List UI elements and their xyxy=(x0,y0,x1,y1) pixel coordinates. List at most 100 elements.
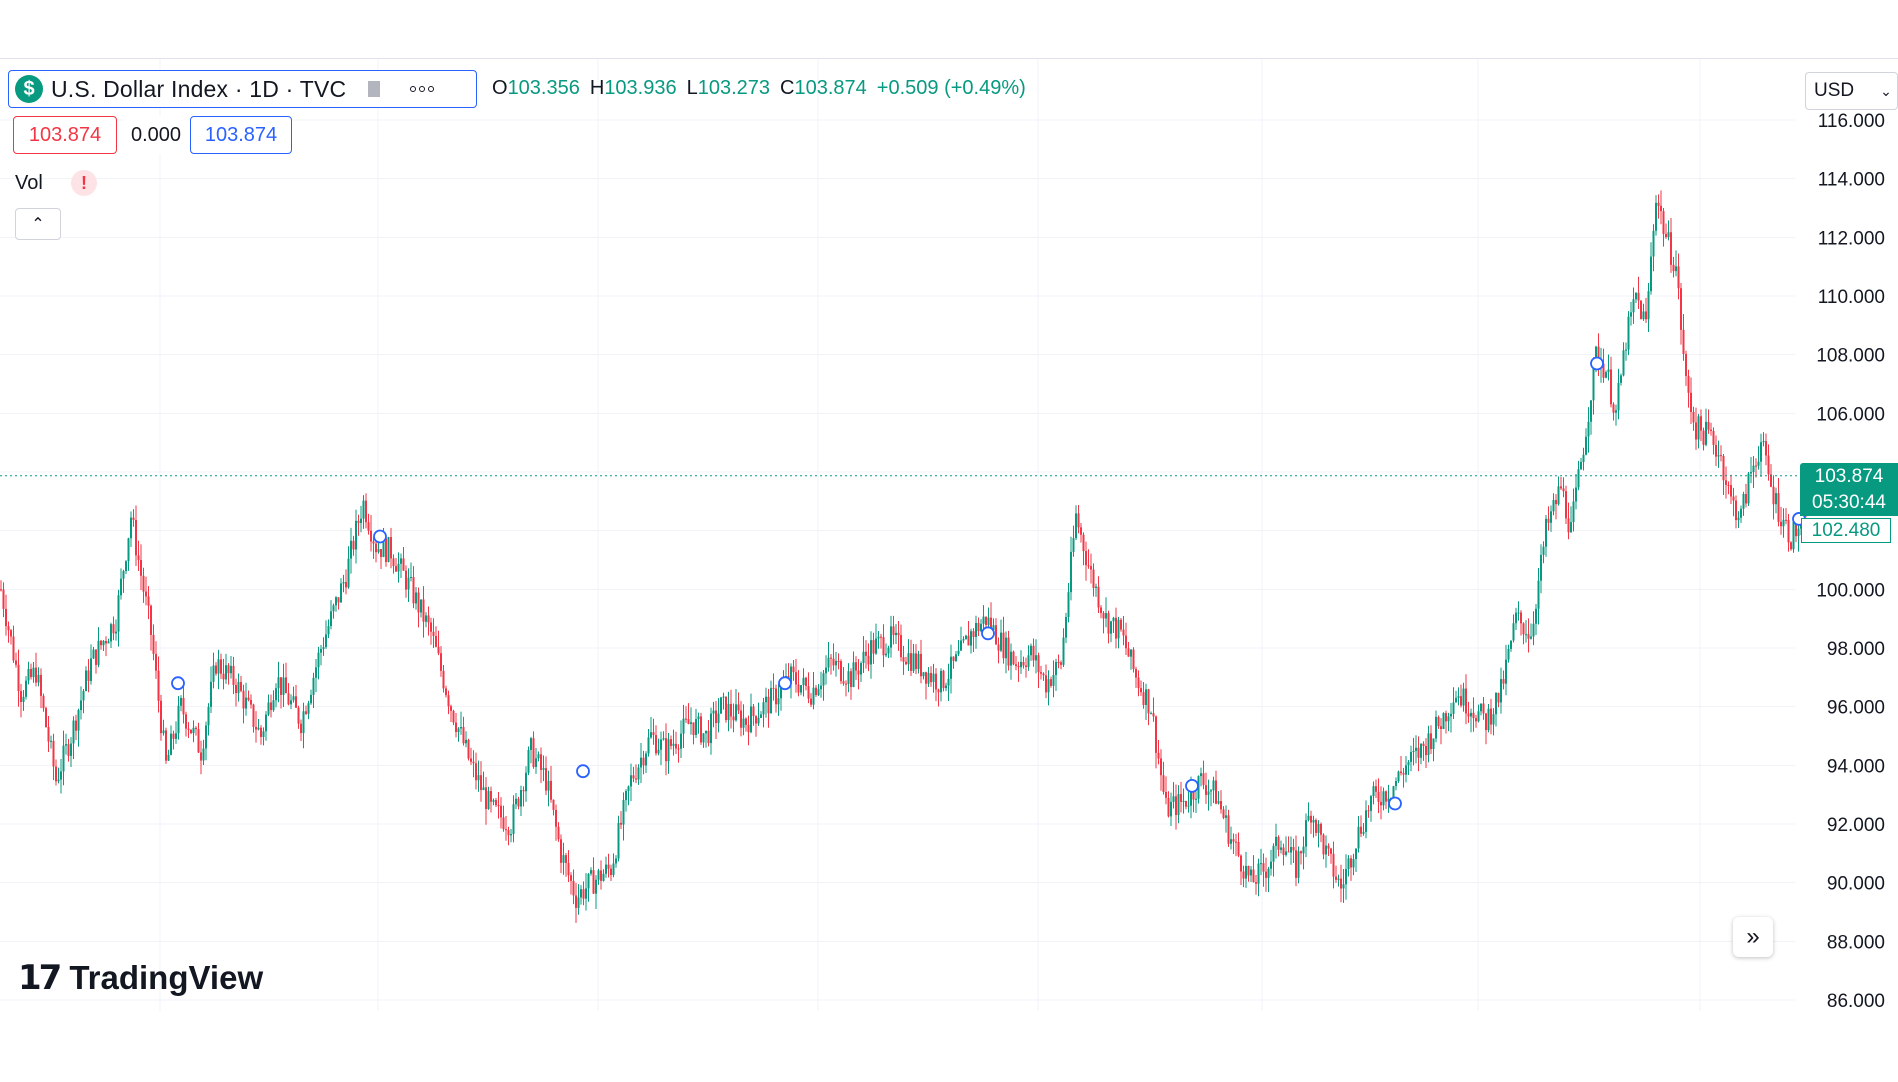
candle-body xyxy=(1612,404,1615,413)
candle-body xyxy=(1022,661,1025,666)
candle-body xyxy=(850,671,852,688)
candle-body xyxy=(980,623,982,632)
candle-body xyxy=(1767,455,1770,475)
symbol-legend[interactable]: $ U.S. Dollar Index · 1D · TVC xyxy=(8,70,477,108)
candle-body xyxy=(602,873,605,881)
tradingview-logo[interactable]: 17 TradingView xyxy=(18,958,263,998)
warning-icon[interactable]: ! xyxy=(71,170,97,196)
candle-body xyxy=(1137,677,1140,689)
candle-body xyxy=(1185,800,1187,807)
candle-body xyxy=(1685,353,1687,376)
candle-body xyxy=(240,682,242,691)
candle-body xyxy=(1372,786,1375,797)
candle-body xyxy=(1592,361,1595,401)
candle-body xyxy=(1352,859,1355,868)
candle-body xyxy=(1762,441,1765,443)
close-value: 103.874 xyxy=(794,77,867,99)
y-tick-label: 116.000 xyxy=(1818,111,1885,132)
candle-body xyxy=(987,617,990,625)
candle-body xyxy=(475,763,477,781)
candle-body xyxy=(1695,422,1697,440)
candle-body xyxy=(0,589,2,591)
candle-body xyxy=(1380,801,1382,806)
candle-body xyxy=(1050,679,1052,686)
symbol-title[interactable]: U.S. Dollar Index · 1D · TVC xyxy=(51,75,347,102)
candle-body xyxy=(7,626,10,631)
candle-body xyxy=(267,702,270,715)
candle-body xyxy=(1590,400,1592,422)
high-value: 103.936 xyxy=(604,77,677,99)
candle-body xyxy=(1370,796,1372,811)
volume-indicator-label[interactable]: Vol xyxy=(15,172,43,194)
candle-body xyxy=(1795,521,1797,537)
scroll-to-realtime-button[interactable]: » xyxy=(1733,917,1773,957)
candle-body xyxy=(1177,794,1180,815)
candle-body xyxy=(555,809,557,827)
candle-body xyxy=(622,800,625,825)
candle-body xyxy=(1312,819,1315,823)
sell-price-button[interactable]: 103.874 xyxy=(13,116,117,154)
candle-body xyxy=(150,605,152,635)
candle-body xyxy=(12,636,15,661)
candle-body xyxy=(1700,416,1702,431)
candle-body xyxy=(777,698,780,705)
candle-body xyxy=(652,732,655,736)
candle-body xyxy=(695,719,697,736)
candlestick-chart[interactable]: 86.000 88.000 90.000 92.000 94.000 96.000 98.0… xyxy=(0,59,1898,1011)
candle-body xyxy=(405,570,407,590)
candle-body xyxy=(1142,692,1145,706)
candle-body xyxy=(1775,493,1777,505)
buy-price-button[interactable]: 103.874 xyxy=(190,116,292,154)
flag-icon[interactable] xyxy=(368,81,386,97)
candle-body xyxy=(1167,797,1170,817)
y-tick-label: 112.000 xyxy=(1818,228,1885,249)
candle-body xyxy=(1232,839,1235,842)
currency-selector[interactable]: USD ⌄ xyxy=(1805,72,1898,110)
candle-body xyxy=(1147,689,1150,714)
candle-body xyxy=(1367,810,1370,812)
candle-body xyxy=(1317,823,1320,833)
candle-body xyxy=(1437,716,1440,727)
candle-body xyxy=(182,697,185,715)
candle-body xyxy=(1290,846,1292,853)
candle-body xyxy=(387,537,390,562)
candle-body xyxy=(830,657,832,659)
candle-body xyxy=(1267,868,1270,878)
candle-body xyxy=(27,668,30,681)
candle-body xyxy=(537,754,540,759)
event-marker-icon xyxy=(1590,356,1604,371)
candle-body xyxy=(1035,655,1037,661)
candle-body xyxy=(1710,429,1712,432)
candle-body xyxy=(1490,708,1492,725)
candle-body xyxy=(512,804,515,835)
candle-body xyxy=(335,597,337,606)
candle-body xyxy=(480,775,482,791)
candle-body xyxy=(675,743,677,749)
last-price-tag: 103.874 xyxy=(1800,463,1898,490)
candle-body xyxy=(752,706,755,717)
candle-body xyxy=(662,738,665,740)
candle-body xyxy=(1572,501,1575,523)
candle-body xyxy=(290,700,292,705)
candle-body xyxy=(485,787,487,810)
candle-body xyxy=(1457,696,1460,698)
candle-body xyxy=(252,704,255,727)
candle-body xyxy=(977,623,980,632)
candle-body xyxy=(1660,205,1662,212)
candle-body xyxy=(1482,703,1485,714)
chart-pane[interactable]: 86.000 88.000 90.000 92.000 94.000 96.000 98.0… xyxy=(0,59,1898,1011)
more-icon[interactable] xyxy=(410,86,435,92)
candle-body xyxy=(1207,791,1210,795)
candle-body xyxy=(745,718,747,725)
collapse-legend-button[interactable]: ⌃ xyxy=(15,208,61,240)
candle-body xyxy=(355,520,357,550)
candle-body xyxy=(970,631,972,646)
candle-body xyxy=(967,635,970,646)
candle-body xyxy=(1122,629,1125,636)
candle-body xyxy=(1435,716,1437,739)
candle-body xyxy=(1090,566,1092,570)
candle-body xyxy=(1712,431,1715,445)
candle-body xyxy=(292,696,295,701)
candle-body xyxy=(1055,662,1057,676)
candle-body xyxy=(400,558,402,564)
